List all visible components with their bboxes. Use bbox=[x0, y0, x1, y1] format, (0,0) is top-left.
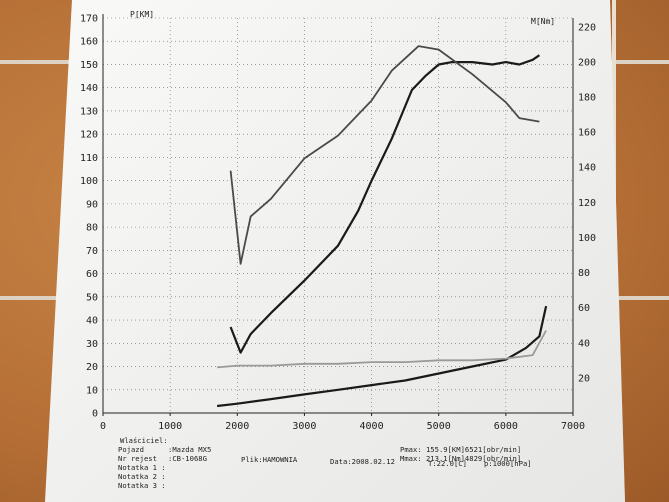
y-left-tick-label: 150 bbox=[80, 60, 98, 71]
file-label: Plik:HAMOWNIA bbox=[241, 455, 298, 464]
note-2: Notatka 2 : bbox=[118, 472, 166, 481]
y-left-tick-label: 30 bbox=[86, 339, 98, 350]
y-right-tick-label: 220 bbox=[578, 22, 596, 33]
y-left-tick-label: 80 bbox=[86, 223, 98, 234]
pmax-readout: Pmax: 155.9[KM]6521[obr/min] bbox=[400, 445, 521, 454]
x-tick-label: 2000 bbox=[225, 421, 249, 432]
dyno-chart: 0 1000 2000 3000 4000 5000 6000 7000 0 10 20 30 40 50… bbox=[80, 10, 596, 432]
info-block: Wlaściciel: Pojazd :Mazda MX5 Nr rejest … bbox=[118, 436, 532, 490]
owner-label: Wlaściciel: bbox=[120, 436, 168, 445]
paper-shade bbox=[45, 0, 625, 502]
note-1: Notatka 1 : bbox=[118, 463, 166, 472]
date-label: Data:2008.02.12 bbox=[330, 457, 395, 466]
y-left-tick-label: 0 bbox=[92, 409, 98, 420]
series-line-2 bbox=[229, 45, 540, 265]
y-left-tick-label: 10 bbox=[86, 385, 98, 396]
y-left-tick-label: 100 bbox=[80, 176, 98, 187]
vehicle-label: Pojazd bbox=[118, 445, 144, 454]
y-right-axis-label: M[Nm] bbox=[531, 17, 555, 26]
y-left-tick-label: 70 bbox=[86, 246, 98, 257]
y-right-tick-label: 120 bbox=[578, 198, 596, 209]
y-left-tick-label: 60 bbox=[86, 269, 98, 280]
x-tick-label: 5000 bbox=[427, 421, 451, 432]
series-line-3 bbox=[216, 305, 548, 408]
mmax-readout: Mmax: 213.1[Nm]4829[obr/min] bbox=[400, 454, 521, 463]
y-left-tick-label: 160 bbox=[80, 37, 98, 48]
x-tick-label: 0 bbox=[100, 421, 106, 432]
y-left-tick-label: 130 bbox=[80, 106, 98, 117]
y-right-tick-label: 20 bbox=[578, 373, 590, 384]
y-left-tick-label: 50 bbox=[86, 292, 98, 303]
registration-label: Nr rejest bbox=[118, 454, 157, 463]
y-left-tick-label: 40 bbox=[86, 316, 98, 327]
y-left-tick-label: 140 bbox=[80, 83, 98, 94]
series-line-4 bbox=[217, 330, 547, 369]
vehicle-value: :Mazda MX5 bbox=[168, 445, 211, 454]
registration-value: :CB-1068G bbox=[168, 454, 207, 463]
y-right-tick-label: 60 bbox=[578, 303, 590, 314]
y-right-tick-label: 80 bbox=[578, 268, 590, 279]
y-right-tick-label: 40 bbox=[578, 338, 590, 349]
temperature-readout: T:22.0[C] bbox=[428, 459, 467, 468]
pressure-readout: p:1000[hPa] bbox=[484, 459, 532, 468]
y-right-tick-label: 200 bbox=[578, 57, 596, 68]
y-right-tick-label: 140 bbox=[578, 163, 596, 174]
y-right-tick-label: 100 bbox=[578, 233, 596, 244]
y-left-tick-label: 120 bbox=[80, 130, 98, 141]
note-3: Notatka 3 : bbox=[118, 481, 166, 490]
x-tick-label: 1000 bbox=[158, 421, 182, 432]
y-left-axis-label: P[KM] bbox=[130, 10, 154, 19]
x-tick-label: 7000 bbox=[561, 421, 585, 432]
x-tick-label: 4000 bbox=[360, 421, 384, 432]
y-left-tick-label: 90 bbox=[86, 199, 98, 210]
x-tick-label: 3000 bbox=[292, 421, 316, 432]
y-left-tick-label: 170 bbox=[80, 14, 98, 25]
x-tick-label: 6000 bbox=[494, 421, 518, 432]
y-left-tick-label: 20 bbox=[86, 362, 98, 373]
series-line-1 bbox=[229, 54, 541, 354]
y-right-tick-label: 180 bbox=[578, 93, 596, 104]
y-right-tick-label: 160 bbox=[578, 128, 596, 139]
y-left-tick-label: 110 bbox=[80, 153, 98, 164]
